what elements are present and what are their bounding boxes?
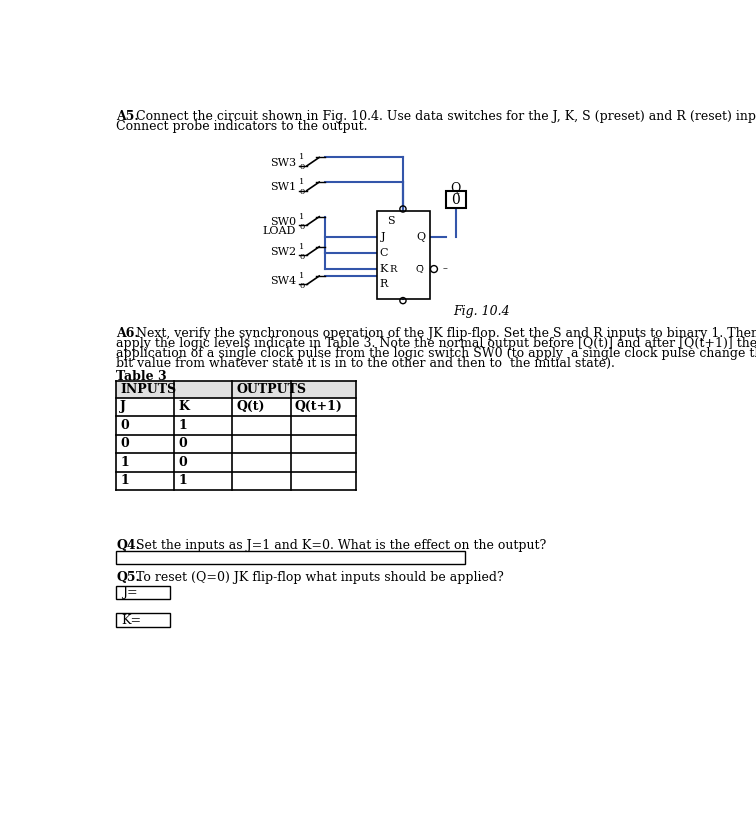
Text: 1: 1 [299, 153, 305, 162]
Bar [116, 551, 465, 564]
Text: Connect probe indicators to the output.: Connect probe indicators to the output. [116, 120, 367, 133]
Text: 1: 1 [178, 475, 187, 487]
Text: Set the inputs as J=1 and K=0. What is the effect on the output?: Set the inputs as J=1 and K=0. What is t… [132, 540, 547, 552]
Text: Q5.: Q5. [116, 571, 140, 584]
Text: –: – [442, 265, 448, 274]
Text: 1: 1 [299, 272, 305, 280]
Text: Next, verify the synchronous operation of the JK flip-flop. Set the S and R inpu: Next, verify the synchronous operation o… [132, 327, 756, 339]
Text: SW1: SW1 [270, 182, 296, 193]
Text: 0: 0 [299, 222, 305, 231]
Bar [377, 210, 430, 299]
Text: Q(t+1): Q(t+1) [294, 400, 342, 414]
Text: 1: 1 [120, 475, 129, 487]
Text: 1: 1 [178, 419, 187, 432]
Text: LOAD: LOAD [262, 227, 296, 236]
Text: K: K [380, 264, 388, 274]
Text: R: R [389, 265, 397, 274]
Text: apply the logic levels indicate in Table 3. Note the normal output before [Q(t)]: apply the logic levels indicate in Table… [116, 337, 756, 350]
Text: J: J [120, 400, 126, 414]
Text: bit value from whatever state it is in to the other and then to  the initial sta: bit value from whatever state it is in t… [116, 357, 615, 370]
Text: K: K [178, 400, 189, 414]
Text: 0: 0 [451, 193, 460, 207]
Text: A5.: A5. [116, 110, 139, 124]
Text: Q: Q [417, 232, 426, 241]
Text: 1: 1 [299, 213, 305, 221]
Text: 1: 1 [299, 178, 305, 186]
Text: Q̅: Q̅ [415, 265, 423, 274]
Bar [116, 613, 170, 627]
Text: 0: 0 [178, 438, 187, 451]
Text: C: C [380, 248, 388, 258]
Text: 0: 0 [120, 419, 129, 432]
Text: 0: 0 [299, 282, 305, 290]
Bar [116, 586, 170, 599]
Text: 0: 0 [178, 456, 187, 469]
Text: To reset (Q=0) JK flip-flop what inputs should be applied?: To reset (Q=0) JK flip-flop what inputs … [132, 571, 504, 584]
Text: Q(t): Q(t) [237, 400, 265, 414]
Text: 0: 0 [120, 438, 129, 451]
Text: SW3: SW3 [270, 157, 296, 168]
Text: SW4: SW4 [270, 276, 296, 287]
Text: Connect the circuit shown in Fig. 10.4. Use data switches for the J, K, S (prese: Connect the circuit shown in Fig. 10.4. … [132, 110, 756, 124]
Text: SW2: SW2 [270, 247, 296, 257]
Text: OUTPUTS: OUTPUTS [237, 382, 306, 396]
Text: INPUTS: INPUTS [120, 382, 176, 396]
Text: 0: 0 [299, 188, 305, 196]
Text: 1: 1 [120, 456, 129, 469]
Bar [445, 191, 466, 208]
Text: R: R [380, 279, 388, 289]
Text: S: S [388, 217, 395, 227]
Text: application of a single clock pulse from the logic switch SW0 (to apply  a singl: application of a single clock pulse from… [116, 347, 756, 360]
Text: Q4.: Q4. [116, 540, 140, 552]
Text: Q: Q [451, 181, 461, 194]
Text: 0: 0 [299, 163, 305, 171]
Bar [116, 381, 356, 398]
Text: 0: 0 [299, 253, 305, 260]
Text: 1: 1 [299, 243, 305, 250]
Text: Fig. 10.4: Fig. 10.4 [454, 305, 510, 318]
Text: K=: K= [122, 614, 142, 627]
Text: A6.: A6. [116, 327, 139, 339]
Text: J=: J= [122, 586, 138, 599]
Text: SW0: SW0 [270, 217, 296, 227]
Text: Table 3: Table 3 [116, 370, 167, 383]
Text: J: J [381, 232, 386, 241]
